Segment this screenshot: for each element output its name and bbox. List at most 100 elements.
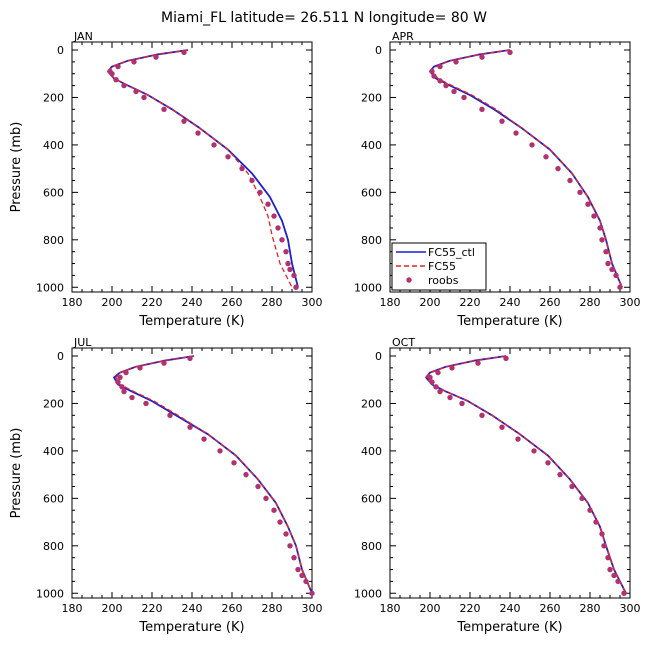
- roobs-point: [109, 71, 115, 77]
- x-axis-label: Temperature (K): [456, 620, 562, 635]
- roobs-point: [143, 400, 149, 407]
- x-tick-label: 200: [420, 296, 441, 309]
- roobs-point: [291, 272, 297, 279]
- roobs-point: [187, 355, 193, 362]
- x-tick-label: 220: [460, 296, 481, 309]
- series-fc55: [425, 355, 627, 594]
- y-tick-label: 800: [361, 540, 382, 553]
- roobs-point: [435, 369, 441, 376]
- roobs-point: [451, 88, 457, 95]
- y-tick-label: 0: [375, 350, 382, 363]
- x-tick-label: 280: [262, 296, 283, 309]
- roobs-point: [137, 365, 143, 371]
- roobs-point: [601, 543, 607, 549]
- roobs-point: [303, 578, 309, 585]
- roobs-point: [287, 543, 293, 549]
- roobs-point: [459, 400, 465, 407]
- y-tick-label: 600: [43, 492, 64, 505]
- roobs-point: [217, 448, 223, 454]
- roobs-point: [123, 369, 129, 376]
- x-tick-label: 260: [540, 296, 561, 309]
- roobs-point: [287, 266, 293, 273]
- y-tick-label: 400: [43, 445, 64, 458]
- x-tick-label: 240: [500, 602, 521, 615]
- legend-swatch-roobs: [406, 277, 412, 283]
- roobs-point: [429, 68, 435, 75]
- y-tick-label: 600: [361, 186, 382, 199]
- x-tick-label: 240: [182, 602, 203, 615]
- series-roobs: [115, 355, 315, 596]
- roobs-point: [131, 59, 137, 65]
- roobs-point: [299, 572, 305, 579]
- roobs-point: [529, 142, 535, 148]
- y-tick-label: 200: [361, 397, 382, 410]
- y-tick-label: 600: [361, 492, 382, 505]
- x-tick-label: 260: [222, 296, 243, 309]
- series-fc55: [115, 355, 313, 594]
- x-tick-label: 180: [62, 296, 83, 309]
- roobs-point: [231, 460, 237, 466]
- roobs-point: [513, 130, 519, 136]
- roobs-point: [567, 177, 573, 184]
- x-tick-label: 300: [302, 602, 323, 615]
- roobs-point: [429, 379, 435, 385]
- roobs-point: [309, 590, 315, 596]
- y-tick-label: 400: [361, 139, 382, 152]
- roobs-point: [115, 63, 121, 70]
- y-tick-label: 1000: [354, 281, 382, 294]
- roobs-point: [153, 54, 159, 60]
- x-axis-label: Temperature (K): [138, 314, 244, 329]
- roobs-point: [449, 365, 455, 371]
- panel-label: JUL: [73, 336, 92, 349]
- x-tick-label: 260: [222, 602, 243, 615]
- roobs-point: [133, 88, 139, 95]
- y-axis-label: Pressure (mb): [9, 122, 24, 213]
- roobs-point: [187, 424, 193, 430]
- y-tick-label: 800: [43, 234, 64, 247]
- x-tick-label: 200: [420, 602, 441, 615]
- roobs-point: [545, 460, 551, 466]
- roobs-point: [437, 63, 443, 70]
- roobs-point: [597, 225, 603, 231]
- y-tick-label: 1000: [36, 281, 64, 294]
- roobs-point: [499, 424, 505, 430]
- roobs-point: [503, 355, 509, 362]
- roobs-point: [283, 531, 289, 537]
- roobs-point: [437, 78, 443, 84]
- roobs-point: [201, 436, 207, 442]
- roobs-point: [113, 76, 119, 83]
- roobs-point: [279, 237, 285, 243]
- roobs-point: [275, 225, 281, 231]
- x-tick-label: 220: [460, 602, 481, 615]
- roobs-point: [285, 260, 291, 267]
- roobs-point: [543, 154, 549, 160]
- roobs-point: [271, 213, 277, 219]
- roobs-point: [479, 106, 485, 113]
- series-roobs: [107, 49, 299, 290]
- roobs-point: [181, 118, 187, 124]
- roobs-point: [611, 572, 617, 579]
- roobs-point: [617, 284, 623, 290]
- roobs-point: [531, 448, 537, 454]
- roobs-point: [461, 94, 467, 101]
- roobs-point: [453, 59, 459, 65]
- roobs-point: [587, 507, 593, 513]
- x-axis-label: Temperature (K): [138, 620, 244, 635]
- roobs-point: [161, 106, 167, 113]
- y-tick-label: 0: [57, 44, 64, 57]
- roobs-point: [609, 266, 615, 273]
- x-tick-label: 280: [580, 296, 601, 309]
- panels: JAN 180 200 220 240 260 280 300 0 200 400 600 800 100…: [9, 30, 641, 635]
- x-tick-label: 240: [500, 296, 521, 309]
- roobs-point: [555, 165, 561, 172]
- panel-label: OCT: [392, 336, 415, 349]
- x-axis-label: Temperature (K): [456, 314, 562, 329]
- roobs-point: [613, 272, 619, 279]
- legend-label: FC55: [428, 260, 456, 273]
- roobs-point: [607, 566, 613, 573]
- roobs-point: [579, 495, 585, 502]
- y-tick-label: 1000: [36, 587, 64, 600]
- x-tick-label: 220: [142, 296, 163, 309]
- panel-label: APR: [392, 30, 414, 43]
- roobs-point: [569, 483, 575, 490]
